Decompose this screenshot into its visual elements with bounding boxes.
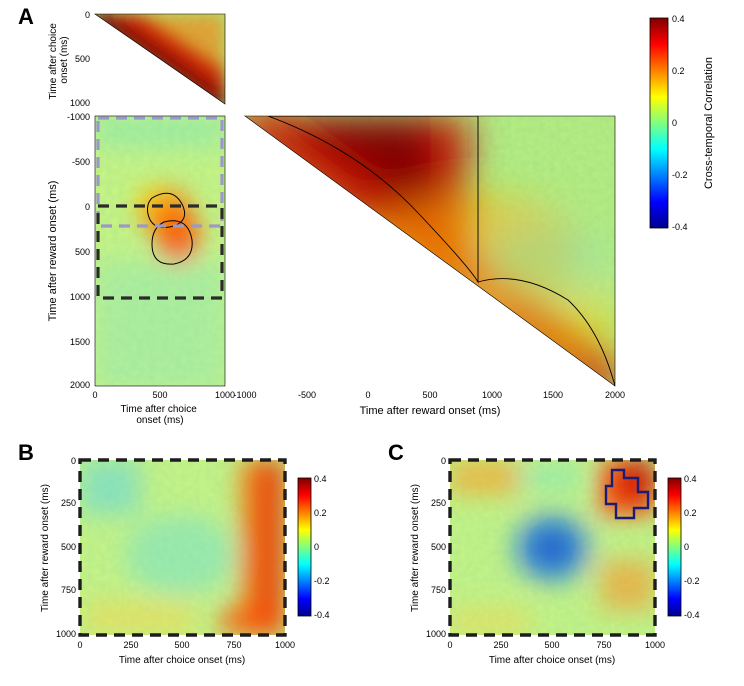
svg-text:-0.4: -0.4 [314, 610, 330, 620]
svg-text:0.4: 0.4 [684, 474, 697, 484]
svg-text:250: 250 [493, 640, 508, 650]
svg-text:0: 0 [365, 390, 370, 400]
panel-label-a: A [18, 4, 34, 29]
svg-text:0.2: 0.2 [314, 508, 327, 518]
svg-text:0: 0 [85, 10, 90, 20]
svg-text:500: 500 [431, 542, 446, 552]
svg-text:500: 500 [75, 54, 90, 64]
svg-text:750: 750 [596, 640, 611, 650]
svg-text:1500: 1500 [543, 390, 563, 400]
svg-text:750: 750 [431, 585, 446, 595]
svg-text:500: 500 [422, 390, 437, 400]
svg-text:0: 0 [684, 542, 689, 552]
svg-text:0.2: 0.2 [684, 508, 697, 518]
svg-text:0.2: 0.2 [672, 66, 685, 76]
svg-text:0: 0 [85, 202, 90, 212]
a-bl-ylabel: Time after reward onset (ms) [47, 181, 59, 322]
heatmap-c [450, 460, 655, 635]
svg-text:0: 0 [441, 456, 446, 466]
svg-text:0: 0 [77, 640, 82, 650]
svg-text:1000: 1000 [56, 629, 76, 639]
heatmap-b [80, 460, 285, 635]
svg-text:0.4: 0.4 [314, 474, 327, 484]
svg-text:-1000: -1000 [67, 112, 90, 122]
svg-text:-0.4: -0.4 [684, 610, 700, 620]
svg-text:250: 250 [61, 498, 76, 508]
heatmap-a-bottom-right [245, 116, 620, 386]
svg-text:-0.2: -0.2 [684, 576, 700, 586]
svg-text:500: 500 [61, 542, 76, 552]
svg-text:-0.2: -0.2 [672, 170, 688, 180]
svg-text:-1000: -1000 [233, 390, 256, 400]
svg-text:0: 0 [447, 640, 452, 650]
a-br-xlabel: Time after reward onset (ms) [360, 405, 501, 417]
svg-text:500: 500 [152, 390, 167, 400]
svg-text:0: 0 [92, 390, 97, 400]
svg-text:1500: 1500 [70, 337, 90, 347]
panel-label-b: B [18, 440, 34, 465]
svg-text:0.4: 0.4 [672, 14, 685, 24]
svg-text:500: 500 [544, 640, 559, 650]
svg-text:1000: 1000 [482, 390, 502, 400]
panel-label-c: C [388, 440, 404, 465]
a-bl-xlabel: Time after choice onset (ms) [120, 404, 199, 426]
colorbar-c [668, 478, 681, 616]
svg-text:1000: 1000 [275, 640, 295, 650]
svg-text:750: 750 [226, 640, 241, 650]
svg-text:250: 250 [123, 640, 138, 650]
svg-text:1000: 1000 [215, 390, 235, 400]
svg-text:500: 500 [174, 640, 189, 650]
c-ylabel: Time after reward onset (ms) [410, 484, 421, 612]
svg-text:-0.2: -0.2 [314, 576, 330, 586]
a-tl-ylabel: Time after choice onset (ms) [48, 20, 70, 99]
c-xlabel: Time after choice onset (ms) [489, 655, 615, 666]
svg-text:1000: 1000 [70, 292, 90, 302]
colorbar-a-ticks: 0.4 0.2 0 -0.2 -0.4 [672, 14, 688, 232]
svg-text:1000: 1000 [426, 629, 446, 639]
colorbar-b-ticks: 0.4 0.2 0 -0.2 -0.4 [314, 474, 330, 620]
svg-text:2000: 2000 [605, 390, 625, 400]
heatmap-a-bottom-left [95, 116, 225, 390]
svg-text:-500: -500 [72, 157, 90, 167]
figure-root: A B C [0, 0, 744, 686]
colorbar-a-label: Cross-temporal Correlation [703, 57, 715, 189]
svg-text:-500: -500 [298, 390, 316, 400]
svg-text:1000: 1000 [645, 640, 665, 650]
svg-text:250: 250 [431, 498, 446, 508]
colorbar-c-ticks: 0.4 0.2 0 -0.2 -0.4 [684, 474, 700, 620]
svg-text:0: 0 [71, 456, 76, 466]
colorbar-b [298, 478, 311, 616]
svg-text:1000: 1000 [70, 98, 90, 108]
b-ylabel: Time after reward onset (ms) [40, 484, 51, 612]
svg-text:2000: 2000 [70, 380, 90, 390]
colorbar-a [650, 18, 668, 228]
svg-text:500: 500 [75, 247, 90, 257]
svg-text:0: 0 [672, 118, 677, 128]
b-xlabel: Time after choice onset (ms) [119, 655, 245, 666]
svg-text:0: 0 [314, 542, 319, 552]
svg-text:750: 750 [61, 585, 76, 595]
svg-text:-0.4: -0.4 [672, 222, 688, 232]
